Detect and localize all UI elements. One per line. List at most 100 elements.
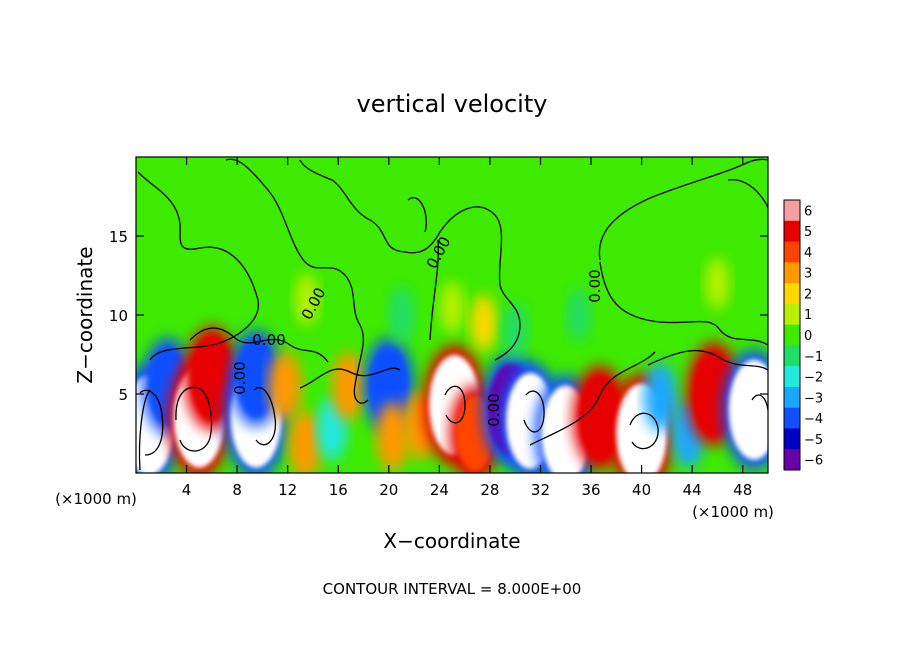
colorbar-tick-label: −4	[804, 412, 823, 427]
zero-contour	[523, 390, 545, 433]
cell-core	[294, 273, 319, 326]
cell-core	[470, 294, 497, 351]
colorbar-tick-label: −6	[804, 454, 823, 469]
colorbar-swatch	[784, 407, 800, 429]
heatmap-field: 0.00 0.00 0.00 0.00 0.00 0.00	[136, 157, 768, 473]
colorbar-swatch	[784, 262, 800, 284]
contour-label: 0.00	[231, 361, 249, 394]
x-tick-label: 16	[329, 481, 348, 499]
contour-lines	[137, 158, 768, 471]
velocity-cell	[643, 363, 678, 432]
contour-label: 0.00	[586, 269, 604, 302]
velocity-cell	[294, 273, 319, 326]
colorbar-tick-label: 4	[804, 246, 812, 261]
contour-interval-note: CONTOUR INTERVAL = 8.000E+00	[323, 580, 582, 598]
zero-contour	[751, 394, 768, 411]
x-tick-label: 48	[733, 481, 752, 499]
x-tick-label: 32	[531, 481, 550, 499]
y-tick-label: 15	[109, 228, 128, 246]
colorbar-frame	[783, 199, 801, 471]
colorbar-tick-label: −5	[804, 433, 823, 448]
colorbar-swatch	[784, 386, 800, 409]
cell-core	[439, 281, 465, 334]
zero-contour	[629, 412, 659, 450]
contour-label: 0.00	[252, 331, 285, 349]
zero-contour	[253, 387, 277, 446]
velocity-cell	[501, 302, 529, 359]
velocity-cell	[375, 402, 410, 471]
velocity-cell	[288, 410, 322, 473]
velocity-cell	[231, 330, 281, 427]
cell-core	[643, 363, 678, 432]
zero-contour	[598, 158, 768, 261]
colorbar-tick-label: 6	[804, 204, 812, 219]
velocity-cell	[566, 289, 591, 341]
cell-core	[388, 287, 415, 343]
cell-core	[566, 289, 591, 341]
zero-contour	[599, 261, 768, 346]
velocity-cell	[439, 281, 465, 334]
zero-contour	[647, 349, 768, 371]
zero-contour	[225, 158, 369, 404]
colorbar: 6 5 4 3 2 1 0 −1 −2 −3 −4 −5 −6	[783, 199, 823, 471]
colorbar-swatch	[784, 449, 800, 471]
velocity-cell	[470, 294, 497, 351]
colorbar-swatch	[784, 345, 800, 367]
x-unit-right: (×1000 m)	[692, 503, 774, 521]
colorbar-swatch	[784, 241, 800, 263]
x-tick-label: 24	[430, 481, 449, 499]
zero-contour	[407, 197, 427, 233]
zero-contour	[727, 179, 768, 209]
x-tick-label: 4	[182, 481, 192, 499]
colorbar-tick-label: 5	[804, 225, 812, 240]
zero-contour	[137, 171, 259, 361]
cell-core	[375, 402, 410, 471]
colorbar-swatch	[784, 283, 800, 305]
cell-core	[728, 359, 768, 460]
y-axis: 5 10 15	[109, 228, 768, 404]
y-tick-label: 10	[109, 307, 128, 325]
x-tick-label: 28	[480, 481, 499, 499]
zero-contour	[299, 159, 521, 361]
x-tick-label: 44	[683, 481, 702, 499]
colorbar-tick-label: 2	[804, 287, 812, 302]
x-tick-label: 36	[581, 481, 600, 499]
colorbar-tick-label: −2	[804, 371, 823, 386]
x-tick-label: 20	[379, 481, 398, 499]
velocity-cell	[184, 326, 239, 431]
colorbar-tick-label: 0	[804, 329, 812, 344]
colorbar-tick-label: 3	[804, 267, 812, 282]
x-axis: 4 8 12 16 20 24 28 32 36 40 44 48	[182, 157, 752, 499]
x-unit-left: (×1000 m)	[55, 490, 137, 508]
zero-contour	[429, 239, 439, 341]
zero-contour	[299, 367, 401, 389]
colorbar-swatch	[784, 220, 800, 243]
cell-core	[705, 257, 730, 310]
cell-core	[501, 302, 529, 359]
velocity-cell	[268, 352, 302, 421]
zero-contour	[189, 327, 329, 363]
colorbar-swatch	[784, 428, 800, 450]
zero-contour	[139, 389, 164, 456]
colorbar-tick-label: −3	[804, 391, 823, 406]
cell-core	[237, 340, 275, 417]
colorbar-swatch	[784, 303, 800, 326]
colorbar-tick-label: 1	[804, 308, 812, 323]
chart-title: vertical velocity	[357, 90, 548, 118]
contour-label: 0.00	[485, 393, 503, 426]
cell-core	[190, 336, 233, 421]
cell-core	[288, 410, 322, 473]
colorbar-tick-label: −1	[804, 350, 823, 365]
zero-contour	[444, 385, 466, 424]
velocity-cell	[388, 287, 415, 343]
colorbar-swatch	[784, 200, 800, 222]
cell-core	[268, 352, 302, 421]
colorbar-swatch	[784, 324, 800, 346]
x-tick-label: 12	[278, 481, 297, 499]
zero-contour	[175, 386, 213, 452]
colorbar-swatch	[784, 366, 800, 388]
zero-contour	[529, 351, 656, 446]
x-tick-label: 40	[632, 481, 651, 499]
velocity-cell	[722, 349, 768, 470]
